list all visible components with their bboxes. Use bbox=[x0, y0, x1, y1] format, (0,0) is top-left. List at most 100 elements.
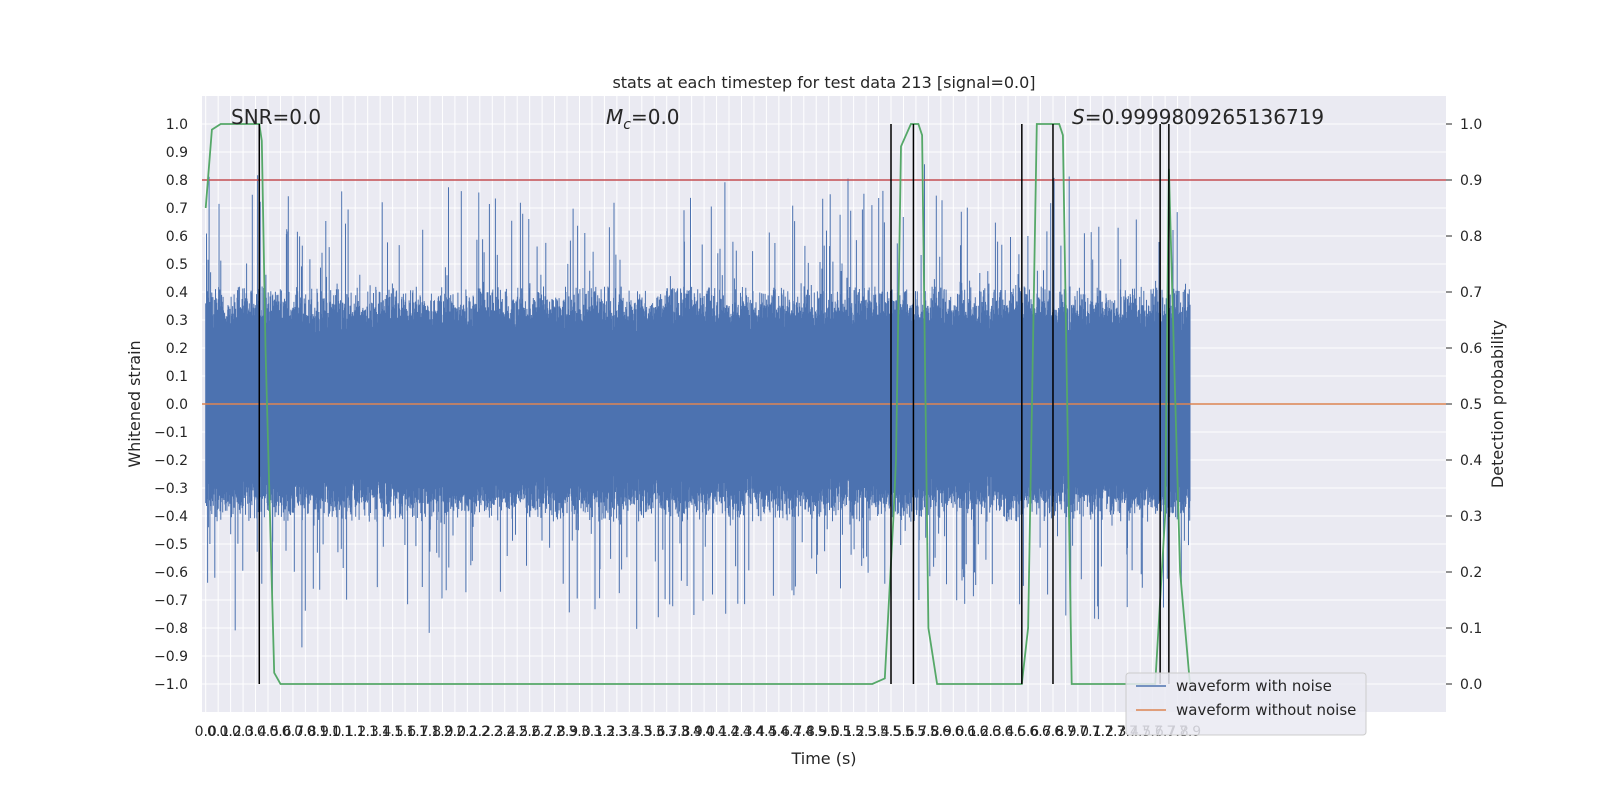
x-tick-label: 2.3 bbox=[481, 724, 503, 740]
y-right-tick-label: 0.3 bbox=[1460, 509, 1482, 525]
x-tick-label: 1.2 bbox=[344, 724, 366, 740]
chart-title: stats at each timestep for test data 213… bbox=[612, 73, 1035, 92]
y-left-tick-label: 0.3 bbox=[166, 313, 188, 329]
x-tick-label: 2.4 bbox=[494, 724, 516, 740]
x-tick-label: 5.2 bbox=[842, 724, 864, 740]
x-tick-label: 6.6 bbox=[1017, 724, 1039, 740]
y-left-tick-label: −0.6 bbox=[154, 565, 188, 581]
y-left-tick-label: −0.2 bbox=[154, 453, 188, 469]
y-left-tick-label: 0.9 bbox=[166, 145, 188, 161]
x-tick-label: 4.0 bbox=[693, 724, 715, 740]
x-tick-label: 3.6 bbox=[643, 724, 665, 740]
x-tick-label: 3.7 bbox=[656, 724, 678, 740]
y-right-tick-label: 0.2 bbox=[1460, 565, 1482, 581]
x-tick-label: 0.5 bbox=[257, 724, 279, 740]
x-tick-label: 1.9 bbox=[431, 724, 453, 740]
legend-label-clean: waveform without noise bbox=[1176, 701, 1356, 719]
x-tick-label: 7.0 bbox=[1067, 724, 1089, 740]
snr-annotation: SNR=0.0 bbox=[231, 105, 321, 129]
y-left-tick-label: −0.9 bbox=[154, 649, 188, 665]
x-tick-label: 6.9 bbox=[1054, 724, 1076, 740]
x-tick-label: 5.8 bbox=[917, 724, 939, 740]
x-tick-label: 6.3 bbox=[980, 724, 1002, 740]
x-tick-label: 7.3 bbox=[1104, 724, 1126, 740]
y-right-tick-label: 0.4 bbox=[1460, 453, 1482, 469]
x-tick-label: 3.0 bbox=[568, 724, 590, 740]
y-right-tick-label: 1.0 bbox=[1460, 117, 1482, 133]
x-tick-label: 3.1 bbox=[581, 724, 603, 740]
y-left-tick-label: 0.6 bbox=[166, 229, 188, 245]
x-axis-label: Time (s) bbox=[790, 749, 856, 768]
x-tick-label: 3.4 bbox=[618, 724, 640, 740]
x-tick-label: 1.4 bbox=[369, 724, 391, 740]
x-tick-label: 1.0 bbox=[319, 724, 341, 740]
mc-annotation: Mc=0.0 bbox=[606, 105, 680, 133]
x-tick-label: 0.0 bbox=[195, 724, 217, 740]
x-tick-label: 5.7 bbox=[905, 724, 927, 740]
x-tick-label: 2.8 bbox=[543, 724, 565, 740]
x-tick-label: 3.2 bbox=[593, 724, 615, 740]
x-tick-label: 4.2 bbox=[718, 724, 740, 740]
x-tick-label: 0.7 bbox=[282, 724, 304, 740]
y-left-tick-label: −0.4 bbox=[154, 509, 188, 525]
x-tick-label: 4.5 bbox=[755, 724, 777, 740]
y-left-tick-label: −0.3 bbox=[154, 481, 188, 497]
s-symbol: S bbox=[1072, 105, 1085, 129]
series-detection-probability bbox=[204, 123, 1191, 685]
x-tick-label: 6.0 bbox=[942, 724, 964, 740]
x-tick-label: 5.9 bbox=[930, 724, 952, 740]
y-right-tick-label: 0.9 bbox=[1460, 173, 1482, 189]
x-tick-label: 0.9 bbox=[307, 724, 329, 740]
x-tick-label: 0.2 bbox=[219, 724, 241, 740]
x-tick-label: 6.1 bbox=[955, 724, 977, 740]
y-right-tick-label: 0.6 bbox=[1460, 341, 1482, 357]
y-left-tick-label: −1.0 bbox=[154, 677, 188, 693]
y-left-tick-label: −0.7 bbox=[154, 593, 188, 609]
x-tick-label: 4.4 bbox=[743, 724, 765, 740]
x-tick-label: 4.9 bbox=[805, 724, 827, 740]
axes-text: 0.00.10.20.30.40.50.60.70.80.91.01.11.21… bbox=[154, 117, 1482, 740]
x-tick-label: 6.2 bbox=[967, 724, 989, 740]
x-tick-label: 0.4 bbox=[244, 724, 266, 740]
x-tick-label: 6.8 bbox=[1042, 724, 1064, 740]
marks bbox=[202, 123, 1446, 685]
mc-subscript: c bbox=[623, 117, 631, 133]
y-left-tick-label: 0.8 bbox=[166, 173, 188, 189]
x-tick-label: 4.1 bbox=[705, 724, 727, 740]
y-left-tick-label: −0.5 bbox=[154, 537, 188, 553]
y-right-tick-label: 0.1 bbox=[1460, 621, 1482, 637]
x-tick-label: 5.0 bbox=[818, 724, 840, 740]
x-tick-label: 6.4 bbox=[992, 724, 1014, 740]
s-annotation: S=0.9999809265136719 bbox=[1072, 105, 1324, 129]
x-tick-label: 1.5 bbox=[381, 724, 403, 740]
x-tick-label: 4.7 bbox=[780, 724, 802, 740]
s-value: =0.9999809265136719 bbox=[1085, 105, 1324, 129]
y-left-tick-label: 0.1 bbox=[166, 369, 188, 385]
x-tick-label: 5.1 bbox=[830, 724, 852, 740]
legend-box bbox=[1125, 672, 1367, 736]
y-left-tick-label: 0.4 bbox=[166, 285, 188, 301]
y-right-tick-label: 0.0 bbox=[1460, 677, 1482, 693]
x-tick-label: 4.3 bbox=[730, 724, 752, 740]
x-tick-label: 2.9 bbox=[556, 724, 578, 740]
x-tick-label: 1.1 bbox=[332, 724, 354, 740]
x-tick-label: 2.5 bbox=[506, 724, 528, 740]
x-tick-label: 2.1 bbox=[456, 724, 478, 740]
y-left-tick-label: 0.0 bbox=[166, 397, 188, 413]
x-tick-label: 1.6 bbox=[394, 724, 416, 740]
y-right-tick-label: 0.5 bbox=[1460, 397, 1482, 413]
x-tick-label: 3.8 bbox=[668, 724, 690, 740]
y-left-tick-label: −0.8 bbox=[154, 621, 188, 637]
x-tick-label: 3.9 bbox=[681, 724, 703, 740]
x-tick-label: 3.5 bbox=[631, 724, 653, 740]
x-tick-label: 5.5 bbox=[880, 724, 902, 740]
x-tick-label: 7.1 bbox=[1079, 724, 1101, 740]
x-tick-label: 1.8 bbox=[419, 724, 441, 740]
x-tick-label: 6.7 bbox=[1029, 724, 1051, 740]
y-axis-right-label: Detection probability bbox=[1488, 320, 1507, 488]
y-right-tick-label: 0.8 bbox=[1460, 229, 1482, 245]
y-left-tick-label: 1.0 bbox=[166, 117, 188, 133]
x-tick-label: 7.2 bbox=[1092, 724, 1114, 740]
x-tick-label: 0.8 bbox=[294, 724, 316, 740]
